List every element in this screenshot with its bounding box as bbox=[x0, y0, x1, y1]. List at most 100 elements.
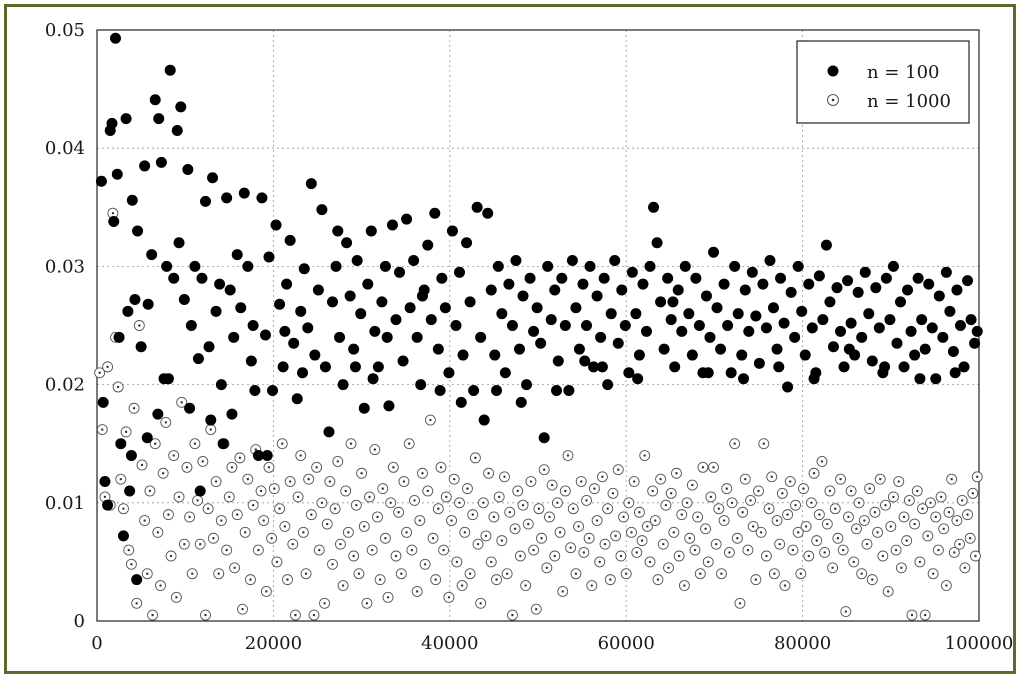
point-n1000 bbox=[917, 503, 929, 515]
point-n1000 bbox=[461, 483, 473, 495]
point-n100 bbox=[95, 175, 107, 187]
point-n100 bbox=[626, 266, 638, 278]
point-n1000 bbox=[885, 520, 897, 532]
point-n100 bbox=[115, 438, 127, 450]
point-n100 bbox=[954, 320, 966, 331]
point-n1000 bbox=[850, 523, 862, 535]
point-n1000 bbox=[321, 518, 333, 530]
point-n1000 bbox=[358, 520, 370, 532]
point-n100 bbox=[866, 355, 878, 367]
point-n1000 bbox=[901, 535, 913, 547]
point-n100 bbox=[349, 361, 361, 373]
point-n1000 bbox=[356, 467, 368, 479]
point-n100 bbox=[584, 260, 596, 272]
point-n1000 bbox=[102, 361, 114, 373]
point-n100 bbox=[923, 278, 935, 290]
point-n100 bbox=[298, 263, 310, 275]
point-n100 bbox=[471, 201, 483, 213]
figure-frame: 0 20000 40000 60000 80000 100000 0 0.01 0.02 0.03… bbox=[4, 4, 1016, 674]
point-n100 bbox=[838, 361, 850, 373]
point-n100 bbox=[142, 298, 154, 310]
point-n100 bbox=[738, 373, 750, 385]
point-n1000 bbox=[557, 586, 569, 597]
point-n100 bbox=[446, 225, 458, 237]
point-n100 bbox=[760, 322, 772, 334]
point-n100 bbox=[944, 305, 956, 317]
point-n1000 bbox=[612, 464, 624, 476]
point-n1000 bbox=[570, 568, 582, 580]
point-n1000 bbox=[816, 455, 828, 467]
point-n1000 bbox=[655, 473, 667, 485]
point-n1000 bbox=[898, 511, 910, 523]
point-n100 bbox=[808, 373, 820, 385]
point-n100 bbox=[700, 290, 712, 302]
point-n100 bbox=[450, 320, 462, 331]
data-points bbox=[94, 32, 983, 621]
point-n100 bbox=[595, 331, 607, 343]
point-n1000 bbox=[258, 515, 270, 526]
point-n1000 bbox=[231, 509, 243, 521]
x-tick-label: 100000 bbox=[945, 633, 1013, 654]
point-n1000 bbox=[626, 526, 637, 538]
point-n1000 bbox=[575, 476, 587, 487]
point-n100 bbox=[217, 438, 229, 450]
point-n1000 bbox=[247, 499, 259, 511]
point-n100 bbox=[778, 317, 790, 329]
point-n100 bbox=[729, 260, 741, 272]
point-n1000 bbox=[417, 467, 428, 479]
point-n100 bbox=[226, 408, 238, 420]
point-n100 bbox=[334, 331, 346, 343]
point-n1000 bbox=[631, 546, 643, 558]
point-n1000 bbox=[268, 483, 280, 495]
point-n100 bbox=[919, 343, 931, 355]
point-n1000 bbox=[499, 471, 510, 483]
legend-label-n100: n = 100 bbox=[867, 62, 939, 83]
point-n1000 bbox=[443, 591, 455, 603]
point-n1000 bbox=[723, 546, 735, 558]
point-n1000 bbox=[393, 506, 405, 518]
point-n100 bbox=[676, 325, 688, 337]
point-n1000 bbox=[319, 597, 331, 609]
point-n1000 bbox=[705, 491, 717, 503]
point-n1000 bbox=[533, 503, 545, 515]
point-n100 bbox=[146, 249, 158, 261]
point-n100 bbox=[521, 379, 533, 391]
point-n100 bbox=[658, 343, 670, 355]
point-n1000 bbox=[671, 467, 682, 479]
point-n100 bbox=[330, 260, 342, 272]
point-n100 bbox=[196, 272, 208, 284]
point-n100 bbox=[249, 385, 261, 397]
point-n100 bbox=[386, 219, 398, 231]
point-n100 bbox=[184, 402, 196, 414]
point-n1000 bbox=[821, 518, 833, 530]
point-n1000 bbox=[792, 526, 804, 538]
point-n1000 bbox=[951, 515, 963, 526]
point-n100 bbox=[598, 272, 610, 284]
point-n100 bbox=[162, 373, 174, 385]
point-n100 bbox=[408, 254, 420, 266]
point-n1000 bbox=[223, 491, 235, 503]
point-n1000 bbox=[361, 597, 373, 609]
point-n1000 bbox=[856, 568, 868, 580]
point-n100 bbox=[669, 361, 681, 373]
point-n100 bbox=[551, 385, 563, 397]
point-n100 bbox=[210, 305, 222, 317]
point-n1000 bbox=[798, 483, 809, 495]
point-n100 bbox=[570, 302, 582, 314]
point-n100 bbox=[302, 322, 314, 334]
point-n100 bbox=[531, 302, 543, 314]
point-n1000 bbox=[665, 487, 677, 499]
point-n1000 bbox=[424, 414, 436, 426]
point-n100 bbox=[785, 286, 797, 298]
point-n100 bbox=[124, 485, 136, 497]
point-n1000 bbox=[501, 568, 513, 580]
point-n100 bbox=[842, 275, 854, 287]
point-n100 bbox=[542, 260, 554, 272]
point-n100 bbox=[651, 237, 663, 249]
point-n100 bbox=[277, 361, 289, 373]
point-n1000 bbox=[136, 459, 148, 471]
point-n1000 bbox=[858, 515, 870, 526]
point-n1000 bbox=[189, 438, 201, 450]
point-n1000 bbox=[334, 538, 346, 550]
point-n100 bbox=[771, 343, 783, 355]
